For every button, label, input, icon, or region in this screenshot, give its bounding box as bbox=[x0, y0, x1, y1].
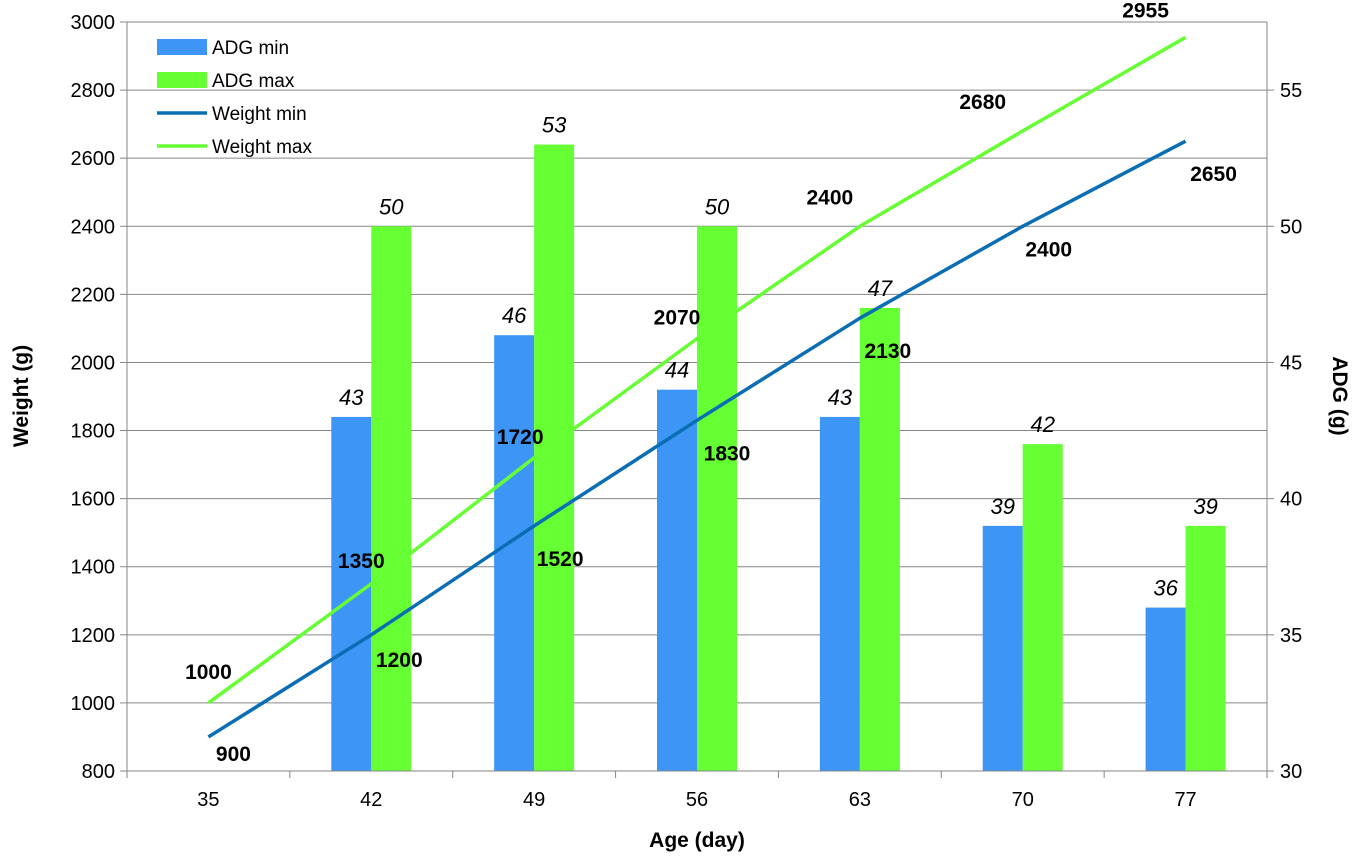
legend-swatch bbox=[157, 39, 207, 55]
bar-value-label: 50 bbox=[379, 194, 404, 219]
bar-value-label: 53 bbox=[542, 113, 567, 138]
bar-adg-max bbox=[860, 308, 900, 771]
line-value-label: 2130 bbox=[864, 340, 911, 363]
y-tick-label: 1600 bbox=[71, 489, 116, 511]
y-tick-label: 1400 bbox=[71, 557, 116, 579]
bar-value-label: 39 bbox=[1193, 494, 1217, 519]
y-tick-label: 2000 bbox=[71, 352, 116, 374]
legend-label: Weight max bbox=[212, 137, 312, 158]
x-tick-label: 63 bbox=[849, 789, 871, 811]
legend: ADG min ADG max Weight min Weight max bbox=[157, 38, 312, 158]
line-value-label: 1520 bbox=[537, 548, 584, 571]
legend-swatch bbox=[157, 72, 207, 88]
bar-value-label: 39 bbox=[990, 494, 1014, 519]
y-right-tick-label: 45 bbox=[1280, 352, 1302, 374]
line-value-label: 2070 bbox=[654, 307, 701, 330]
bar-adg-min bbox=[983, 526, 1023, 771]
bar-adg-min bbox=[657, 390, 697, 771]
bar-value-label: 43 bbox=[828, 385, 853, 410]
legend-label: ADG min bbox=[212, 38, 289, 59]
y-tick-label: 2600 bbox=[71, 148, 116, 170]
bar-value-label: 44 bbox=[665, 358, 689, 383]
x-tick-label: 35 bbox=[197, 789, 219, 811]
bar-value-label: 50 bbox=[705, 194, 730, 219]
bar-adg-min bbox=[494, 335, 534, 771]
bar-adg-max bbox=[371, 226, 411, 771]
bar-value-label: 36 bbox=[1153, 576, 1178, 601]
line-value-label: 1200 bbox=[376, 649, 423, 672]
bar-adg-max bbox=[1186, 526, 1226, 771]
bar-value-label: 46 bbox=[502, 303, 527, 328]
line-value-label: 2650 bbox=[1190, 163, 1237, 186]
y-tick-label: 1800 bbox=[71, 421, 116, 443]
bar-adg-max bbox=[534, 145, 574, 771]
y-right-tick-label: 55 bbox=[1280, 80, 1302, 102]
line-value-label: 2400 bbox=[806, 186, 853, 209]
x-axis-title: Age (day) bbox=[649, 829, 745, 852]
bar-value-label: 42 bbox=[1030, 412, 1054, 437]
y-tick-label: 800 bbox=[82, 761, 115, 783]
line-value-label: 1830 bbox=[704, 442, 751, 465]
bar-adg-min bbox=[820, 417, 860, 771]
y-axis-right-title: ADG (g) bbox=[1328, 356, 1351, 435]
y-tick-label: 2400 bbox=[71, 216, 116, 238]
bar-adg-max bbox=[1023, 444, 1063, 771]
line-value-label: 2680 bbox=[959, 91, 1006, 114]
bar-adg-min bbox=[331, 417, 371, 771]
bars bbox=[331, 145, 1225, 771]
y-axis-title: Weight (g) bbox=[10, 345, 33, 447]
y-tick-label: 3000 bbox=[71, 12, 116, 34]
y-right-tick-label: 40 bbox=[1280, 489, 1302, 511]
x-tick-label: 42 bbox=[360, 789, 382, 811]
x-tick-label: 56 bbox=[686, 789, 708, 811]
y-right-tick-label: 50 bbox=[1280, 216, 1302, 238]
y-tick-label: 1000 bbox=[71, 693, 116, 715]
line-value-label: 2400 bbox=[1025, 238, 1072, 261]
y-tick-label: 2200 bbox=[71, 284, 116, 306]
y-right-tick-label: 35 bbox=[1280, 625, 1302, 647]
legend-label: ADG max bbox=[212, 71, 295, 92]
y-tick-label: 2800 bbox=[71, 80, 116, 102]
line-value-label: 2955 bbox=[1122, 0, 1169, 22]
line-value-label: 900 bbox=[216, 743, 251, 766]
legend-label: Weight min bbox=[212, 104, 307, 125]
x-tick-label: 49 bbox=[523, 789, 545, 811]
line-value-label: 1000 bbox=[185, 661, 232, 684]
bar-adg-min bbox=[1146, 608, 1186, 771]
line-value-label: 1720 bbox=[497, 426, 544, 449]
bar-value-label: 43 bbox=[339, 385, 364, 410]
bar-adg-max bbox=[697, 226, 737, 771]
bar-value-label: 47 bbox=[868, 276, 893, 301]
y-right-tick-label: 30 bbox=[1280, 761, 1302, 783]
line-value-label: 1350 bbox=[338, 550, 385, 573]
x-tick-label: 77 bbox=[1174, 789, 1196, 811]
x-tick-label: 70 bbox=[1012, 789, 1034, 811]
y-tick-label: 1200 bbox=[71, 625, 116, 647]
